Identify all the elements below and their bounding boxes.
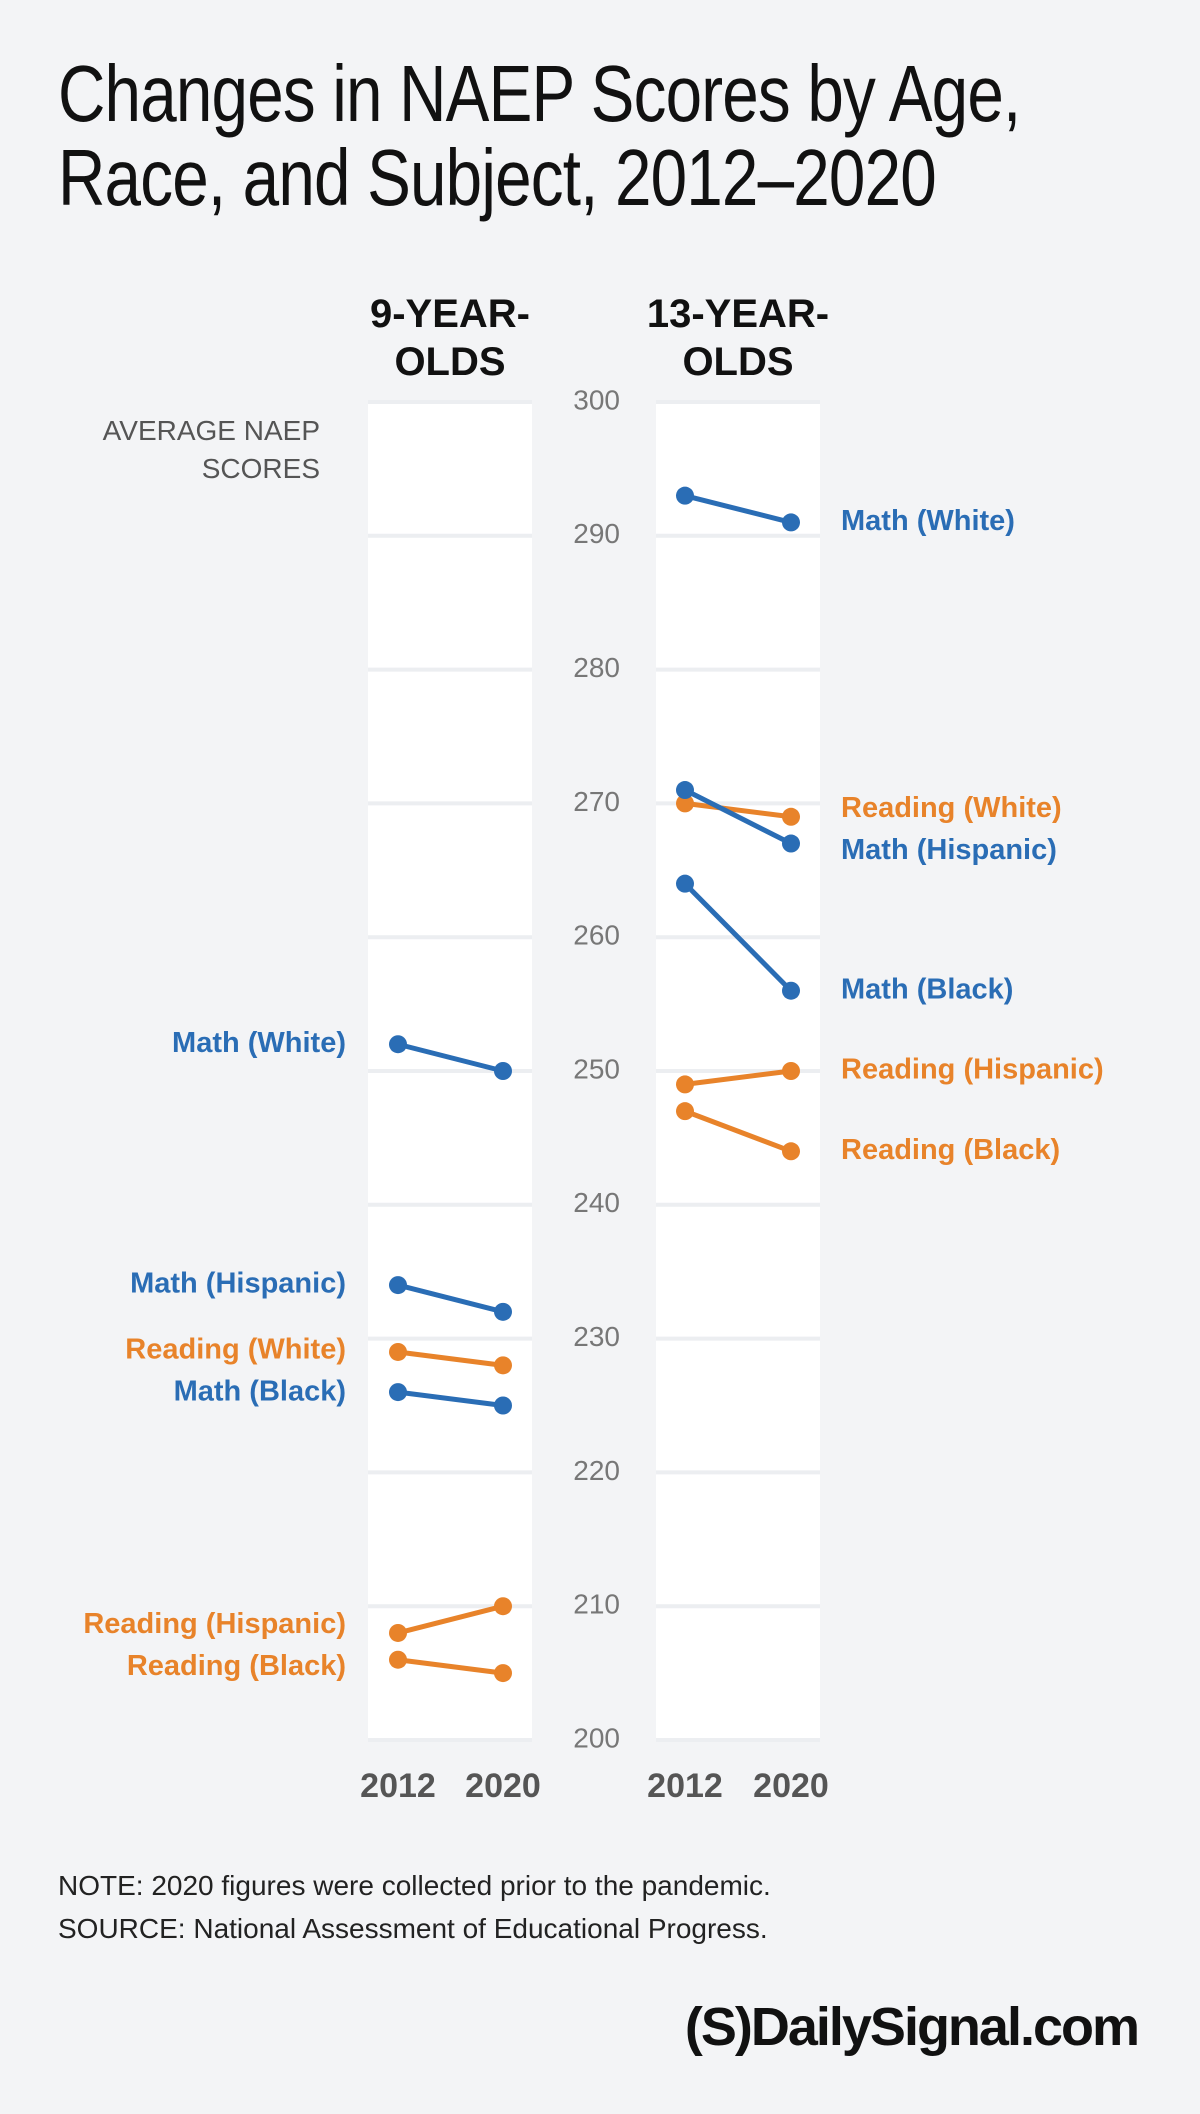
series-label: Reading (Hispanic) — [841, 1054, 1104, 1086]
point — [676, 486, 694, 505]
y-tick-label: 300 — [573, 384, 620, 415]
point — [389, 1276, 407, 1295]
point — [389, 1342, 407, 1361]
y-tick-label: 210 — [573, 1589, 620, 1620]
y-tick-label: 240 — [573, 1187, 620, 1218]
series-label: Reading (White) — [125, 1334, 346, 1366]
point — [782, 834, 800, 853]
point — [494, 1302, 512, 1321]
series-line — [397, 1389, 504, 1408]
point — [389, 1650, 407, 1669]
point — [676, 874, 694, 893]
series-label: Reading (Black) — [841, 1134, 1060, 1166]
y-tick-label: 250 — [573, 1053, 620, 1084]
x-tick-label: 2012 — [360, 1767, 436, 1805]
point — [389, 1623, 407, 1642]
series-label: Reading (White) — [841, 792, 1062, 824]
point — [782, 513, 800, 532]
y-tick-label: 270 — [573, 786, 620, 817]
series-label: Math (Hispanic) — [841, 834, 1057, 866]
point — [494, 1062, 512, 1080]
series-label: Math (White) — [172, 1027, 346, 1059]
point — [494, 1396, 512, 1415]
y-tick-label: 280 — [573, 652, 620, 683]
point — [494, 1356, 512, 1375]
series-label: Math (Black) — [174, 1376, 346, 1408]
note: NOTE: 2020 figures were collected prior … — [58, 1870, 771, 1901]
point — [782, 1142, 800, 1161]
panel-title: 9-YEAR-OLDS — [369, 292, 531, 384]
series-line — [397, 1349, 504, 1368]
point — [389, 1035, 407, 1054]
series-line — [684, 493, 792, 525]
y-tick-label: 260 — [573, 920, 620, 951]
point — [676, 1102, 694, 1121]
y-tick-label: 230 — [573, 1321, 620, 1352]
point — [676, 794, 694, 813]
x-tick-label: 2020 — [753, 1767, 829, 1805]
point — [494, 1597, 512, 1616]
point — [782, 807, 800, 826]
logo: (S)DailySignal.com — [684, 1997, 1140, 2057]
series-line — [397, 1603, 504, 1636]
series-line — [397, 1657, 504, 1676]
series-label: Math (Black) — [841, 973, 1013, 1005]
y-axis-label: AVERAGE NAEP SCORES — [102, 415, 320, 484]
point — [676, 1075, 694, 1094]
point — [782, 981, 800, 1000]
series-label: Math (Hispanic) — [130, 1268, 346, 1300]
x-tick-label: 2012 — [647, 1767, 723, 1805]
source: SOURCE: National Assessment of Education… — [58, 1913, 768, 1944]
point — [494, 1664, 512, 1683]
point — [676, 781, 694, 800]
series-line — [683, 787, 793, 846]
point — [389, 1383, 407, 1402]
y-tick-label: 200 — [573, 1722, 620, 1753]
x-tick-label: 2020 — [465, 1767, 541, 1805]
series-line — [397, 1041, 504, 1074]
panel-title: 13-YEAR-OLDS — [646, 292, 830, 384]
series-line — [684, 1108, 792, 1154]
title: Changes in NAEP Scores by Age, Race, and… — [58, 49, 1021, 222]
series-line — [397, 1282, 504, 1315]
point — [782, 1062, 800, 1080]
series-label: Reading (Hispanic) — [83, 1608, 346, 1640]
series-label: Reading (Black) — [127, 1650, 346, 1682]
series-line — [683, 881, 793, 993]
series-line — [684, 1068, 792, 1087]
y-tick-label: 220 — [573, 1455, 620, 1486]
y-tick-label: 290 — [573, 518, 620, 549]
series-line — [684, 800, 792, 820]
series-label: Math (White) — [841, 505, 1015, 537]
